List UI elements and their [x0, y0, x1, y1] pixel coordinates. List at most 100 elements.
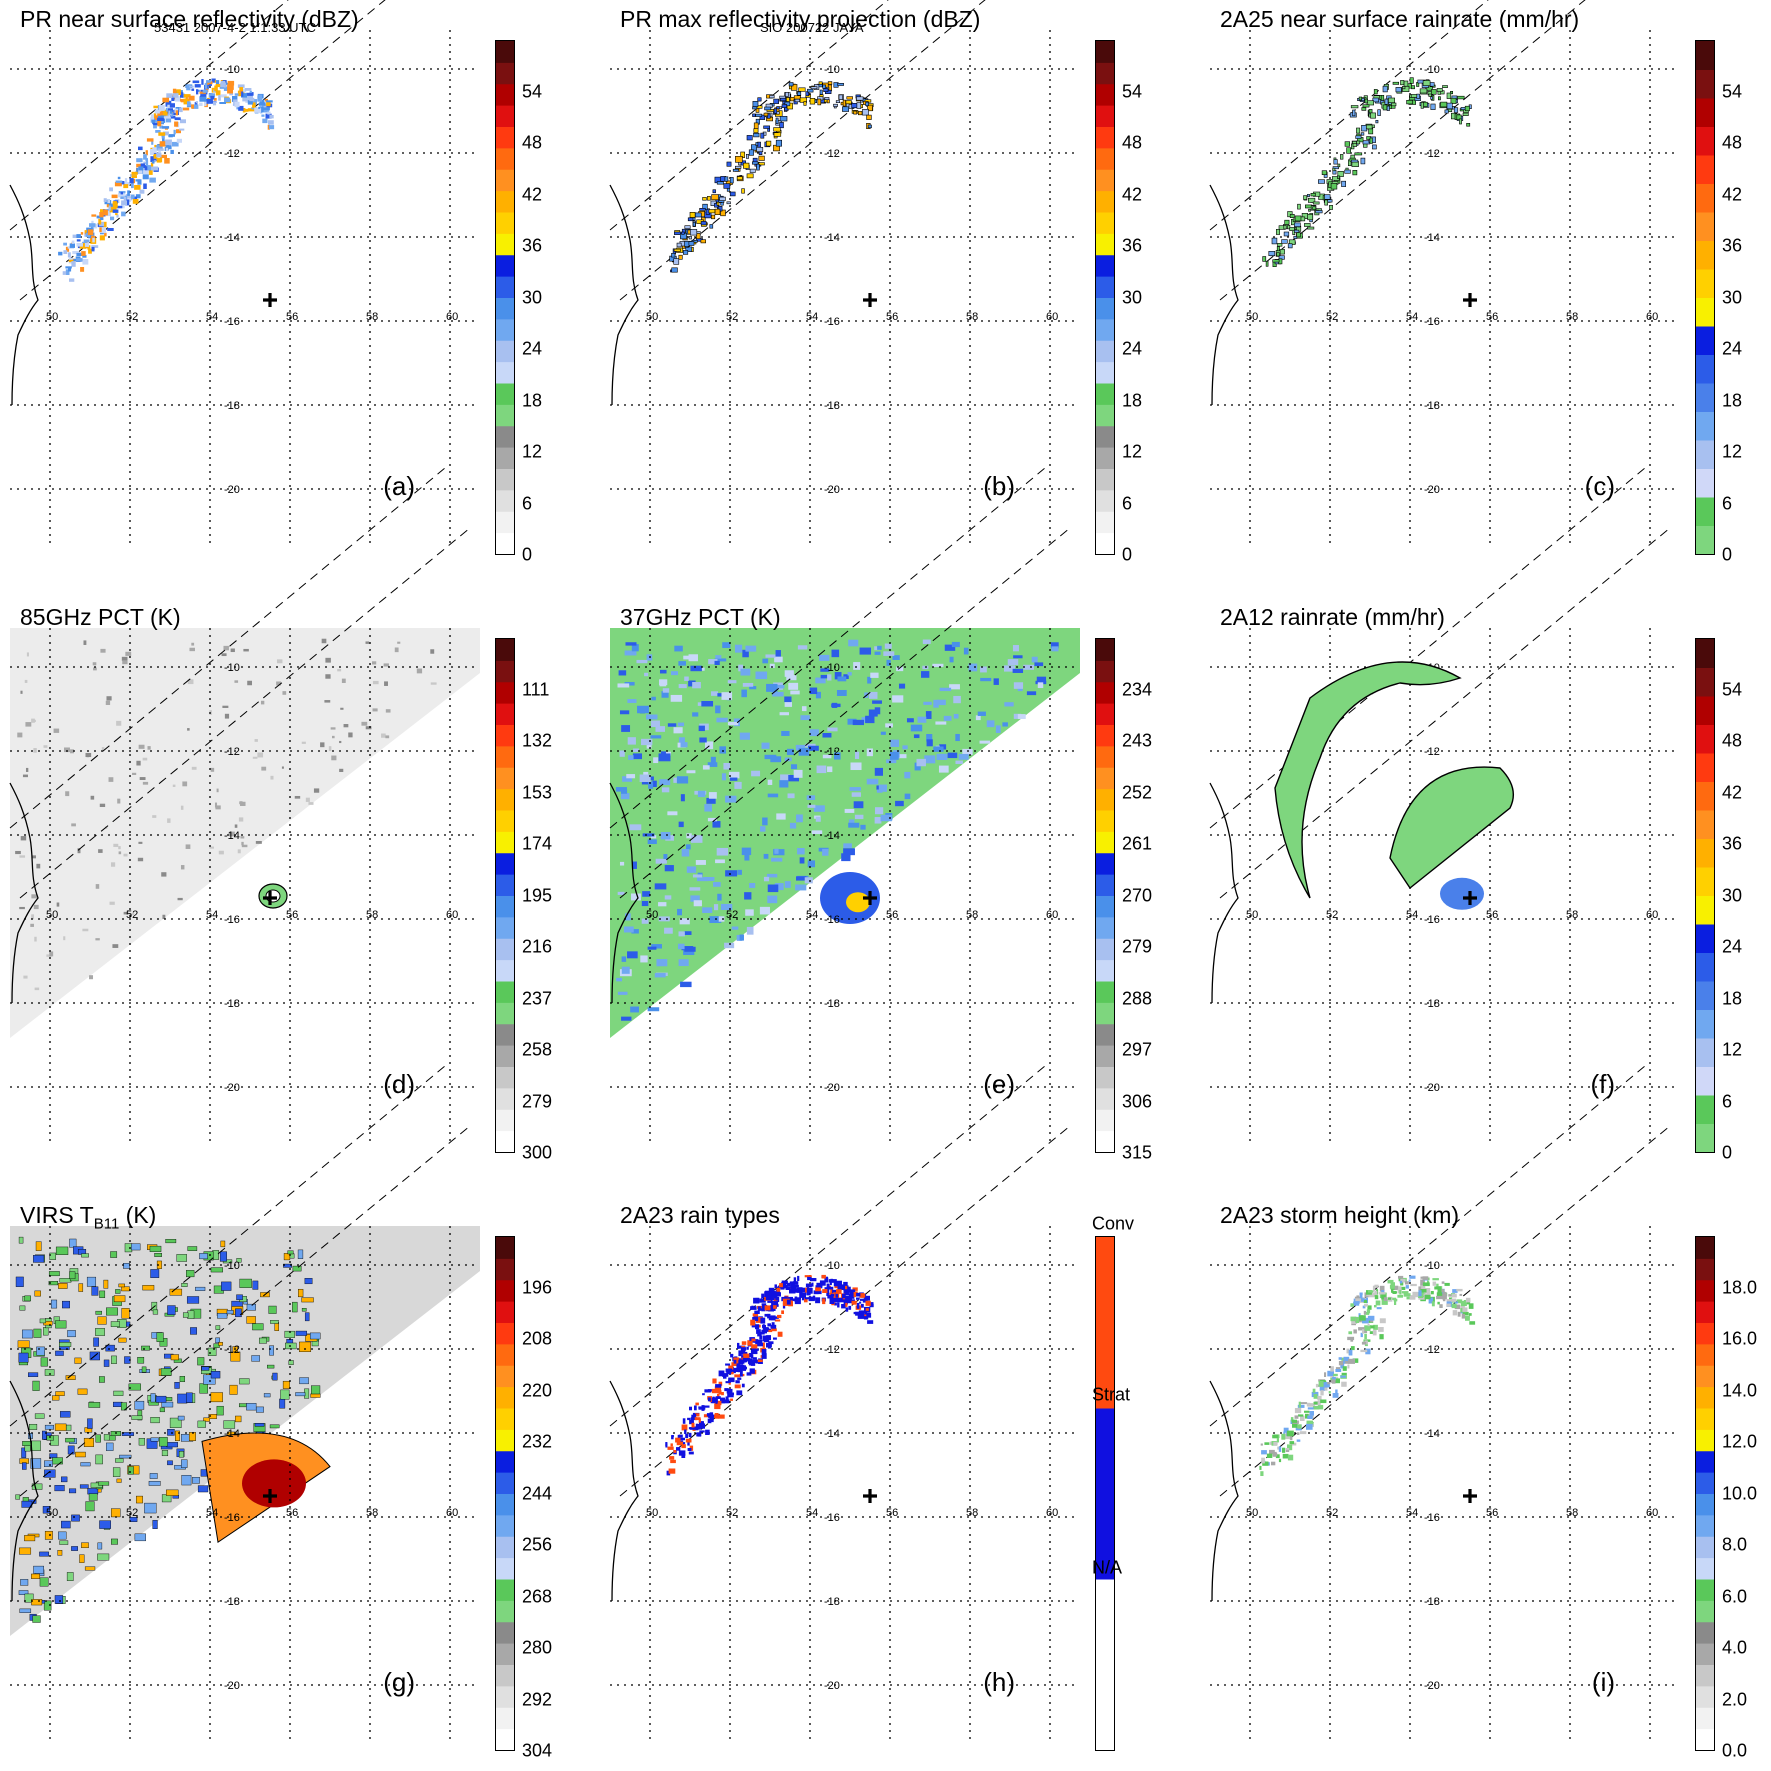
lon-label: 52 [726, 311, 738, 323]
colorbar-gradient [1696, 1237, 1714, 1750]
colorbar-bin [1696, 1600, 1714, 1623]
lon-label: 52 [1326, 1507, 1338, 1519]
lat-label: -20 [1424, 1680, 1440, 1692]
colorbar-tick-label: 132 [522, 730, 553, 751]
panel-a: PR near surface reflectivity (dBZ) 50 52 54… [0, 0, 542, 565]
storm-center-marker [1463, 891, 1477, 905]
lon-label: 50 [46, 909, 58, 921]
colorbar-bin [496, 276, 514, 298]
swath-edge [19, 527, 471, 899]
colorbar-bin [496, 383, 514, 405]
lat-label: -16 [824, 914, 840, 926]
lon-label: 56 [286, 909, 298, 921]
panel-label: (e) [983, 1069, 1015, 1099]
colorbar-gradient [496, 639, 514, 1152]
precip-field [669, 81, 874, 273]
colorbar-bin [1096, 511, 1114, 534]
colorbar-tick-label: 36 [1122, 235, 1143, 256]
colorbar-bin [496, 810, 514, 832]
coastline [1209, 184, 1239, 406]
colorbar-tick-label: 261 [1122, 833, 1153, 854]
colorbar-tick-label: Conv [1092, 1213, 1135, 1234]
colorbar-bin [1096, 1023, 1114, 1046]
lon-label: 58 [1566, 909, 1578, 921]
colorbar-tick-label: 306 [1122, 1091, 1153, 1111]
colorbar-bin [496, 1386, 514, 1409]
colorbar-gradient [496, 41, 514, 554]
lat-label: -12 [1424, 1344, 1440, 1356]
panel-title: PR max reflectivity projection (dBZ) [620, 6, 981, 32]
colorbar-bin [496, 212, 514, 234]
panel-label: (b) [983, 471, 1015, 501]
colorbar-bin [1096, 190, 1114, 213]
colorbar-tick-label: 0.0 [1722, 1740, 1748, 1761]
colorbar-bin [1696, 1557, 1714, 1580]
colorbar-bin [496, 1343, 514, 1366]
colorbar-tick-label: 30 [1722, 885, 1743, 905]
colorbar-bin [1096, 681, 1114, 704]
lon-label: 58 [1566, 311, 1578, 323]
colorbar-bin [1696, 838, 1714, 868]
colorbar-bin [1096, 1130, 1114, 1152]
colorbar-bin [1096, 745, 1114, 768]
colorbar-tick-label: 6 [1722, 1091, 1733, 1111]
lat-label: -12 [824, 746, 840, 758]
colorbar-tick-label: 279 [1122, 936, 1153, 957]
panel-i: 2A23 storm height (km) 50 52 54 56 58 60 -10 -12… [1200, 1065, 1757, 1761]
colorbar-tick-label: 232 [522, 1431, 553, 1452]
lat-label: -16 [824, 1512, 840, 1524]
colorbar-bin [496, 895, 514, 918]
lat-label: -18 [1424, 998, 1440, 1010]
colorbar-bin [1696, 1301, 1714, 1323]
colorbar-ticks: 18.0 16.0 14.0 12.0 10.0 8.0 6.0 4.0 2.0 0.0 [1722, 1236, 1771, 1761]
panel-h: 2A23 rain types 50 52 54 56 58 60 -10 -12 -14 -16 -… [600, 1065, 1134, 1756]
lon-label: 54 [1406, 909, 1418, 921]
colorbar-bin [1696, 639, 1714, 668]
colorbar-tick-label: 243 [1122, 730, 1153, 751]
swath-edge [9, 467, 446, 829]
colorbar-bin [1096, 468, 1114, 491]
lon-label: 58 [366, 1507, 378, 1519]
colorbar-gradient [1696, 41, 1714, 554]
colorbar-gradient [1096, 639, 1114, 1152]
colorbar-bin [1696, 1728, 1714, 1750]
colorbar-bin [1096, 810, 1114, 832]
colorbar-bin [1696, 895, 1714, 925]
colorbar-bin [1696, 240, 1714, 270]
colorbar-tick-label: 24 [1122, 338, 1143, 359]
colorbar-bin [496, 489, 514, 512]
lat-label: -14 [1424, 232, 1440, 244]
colorbar-bin [1096, 959, 1114, 982]
panel-d: 85GHz PCT (K) 50 52 54 56 58 60 -10 -12 -14 -16 -18… [0, 467, 552, 1163]
colorbar [1695, 638, 1715, 1153]
colorbar-bin [496, 1579, 514, 1601]
colorbar-tick-label: 48 [1122, 132, 1143, 153]
lon-label: 60 [1046, 909, 1058, 921]
colorbar [1095, 40, 1115, 555]
colorbar-bin [1696, 155, 1714, 184]
swath-edge [9, 1065, 446, 1427]
colorbar-tick-label: 48 [1722, 132, 1743, 153]
colorbar-bin [496, 1365, 514, 1388]
colorbar-bin [1696, 1579, 1714, 1601]
colorbar-bin [496, 1258, 514, 1281]
panel-title: VIRS TB11 (K) [20, 1202, 156, 1233]
colorbar-bin [496, 1109, 514, 1132]
lat-label: -12 [824, 1344, 840, 1356]
colorbar-bin [1696, 1472, 1714, 1494]
colorbar-bin [496, 1536, 514, 1559]
colorbar-gradient [1696, 639, 1714, 1152]
lat-label: -14 [824, 830, 840, 842]
colorbar-gradient [1096, 1237, 1114, 1750]
colorbar-bin [496, 1600, 514, 1623]
lon-label: 54 [1406, 311, 1418, 323]
colorbar-bin [496, 703, 514, 725]
colorbar-bin [1096, 1579, 1114, 1750]
swath-edge [1209, 0, 1489, 231]
lat-label: -12 [1424, 148, 1440, 160]
panel-title: 2A12 rainrate (mm/hr) [1220, 604, 1445, 630]
colorbar-bin [496, 1087, 514, 1110]
lat-label: -12 [1424, 746, 1440, 758]
swath-edge [619, 527, 1071, 899]
